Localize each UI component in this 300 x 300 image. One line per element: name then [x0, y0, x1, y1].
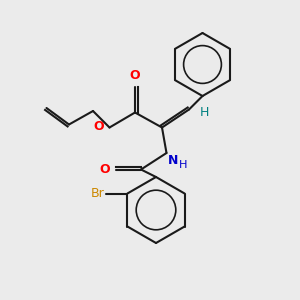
Text: H: H: [179, 160, 188, 170]
Text: O: O: [100, 163, 110, 176]
Text: H: H: [200, 106, 209, 119]
Text: O: O: [94, 119, 104, 133]
Text: N: N: [168, 154, 178, 167]
Text: Br: Br: [91, 187, 105, 200]
Text: O: O: [130, 69, 140, 82]
